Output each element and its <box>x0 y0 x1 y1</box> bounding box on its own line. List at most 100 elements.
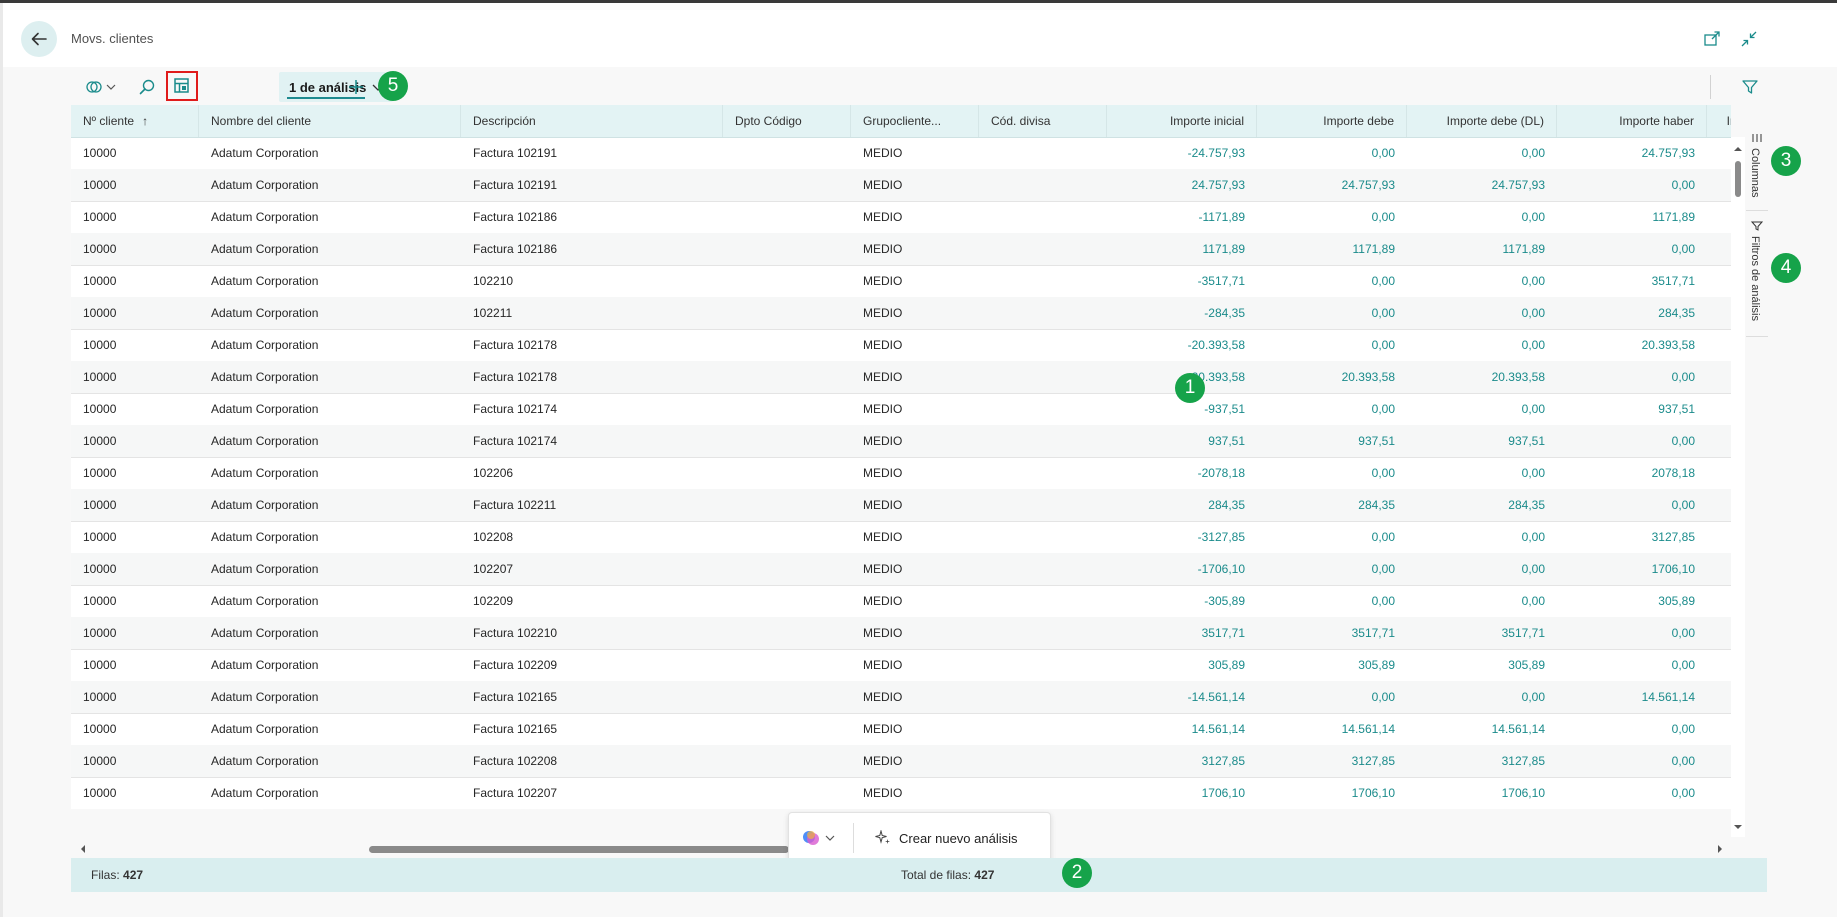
table-row[interactable]: 10000 Adatum Corporation Factura 102174 MED… <box>71 393 1731 426</box>
table-cell-debit-amount-lcy[interactable]: 0,00 <box>1521 594 1545 608</box>
table-cell-initial-amount[interactable]: -284,35 <box>1204 306 1245 320</box>
table-row[interactable]: 10000 Adatum Corporation Factura 102211 MED… <box>71 489 1731 522</box>
column-header-debit-amount-lcy[interactable]: Importe debe (DL) <box>1407 105 1557 137</box>
table-row[interactable]: 10000 Adatum Corporation Factura 102186 MED… <box>71 233 1731 266</box>
table-cell-debit-amount[interactable]: 0,00 <box>1371 466 1395 480</box>
table-cell-credit-amount[interactable]: 0,00 <box>1671 658 1695 672</box>
table-cell-credit-amount[interactable]: 284,35 <box>1658 306 1695 320</box>
table-cell-debit-amount-lcy[interactable]: 0,00 <box>1521 466 1545 480</box>
table-cell-initial-amount[interactable]: 284,35 <box>1208 498 1245 512</box>
table-row[interactable]: 10000 Adatum Corporation Factura 102178 MED… <box>71 329 1731 362</box>
table-cell-initial-amount[interactable]: -3127,85 <box>1197 530 1245 544</box>
column-header-debit-amount[interactable]: Importe debe <box>1257 105 1407 137</box>
table-cell-debit-amount-lcy[interactable]: 0,00 <box>1521 274 1545 288</box>
table-cell-initial-amount[interactable]: 1706,10 <box>1201 786 1245 800</box>
column-header-partial[interactable]: Ir <box>1707 105 1731 137</box>
table-cell-debit-amount[interactable]: 20.393,58 <box>1341 370 1395 384</box>
table-row[interactable]: 10000 Adatum Corporation Factura 102165 MED… <box>71 713 1731 746</box>
table-cell-credit-amount[interactable]: 1171,89 <box>1652 210 1696 224</box>
horizontal-scroll-thumb[interactable] <box>369 846 789 853</box>
table-cell-debit-amount-lcy[interactable]: 0,00 <box>1521 690 1545 704</box>
table-cell-credit-amount[interactable]: 3517,71 <box>1651 274 1695 288</box>
table-row[interactable]: 10000 Adatum Corporation 102211 MEDIO -284,3… <box>71 297 1731 330</box>
table-cell-debit-amount-lcy[interactable]: 284,35 <box>1508 498 1545 512</box>
table-row[interactable]: 10000 Adatum Corporation 102206 MEDIO -2078,… <box>71 457 1731 490</box>
table-row[interactable]: 10000 Adatum Corporation Factura 102174 MED… <box>71 425 1731 458</box>
table-cell-debit-amount[interactable]: 0,00 <box>1371 146 1395 160</box>
table-row[interactable]: 10000 Adatum Corporation Factura 102191 MED… <box>71 137 1731 170</box>
table-cell-credit-amount[interactable]: 0,00 <box>1671 786 1695 800</box>
table-row[interactable]: 10000 Adatum Corporation Factura 102191 MED… <box>71 169 1731 202</box>
column-header-dept-code[interactable]: Dpto Código <box>723 105 851 137</box>
table-cell-debit-amount[interactable]: 3127,85 <box>1351 754 1395 768</box>
vertical-scrollbar[interactable] <box>1731 137 1745 837</box>
table-cell-debit-amount[interactable]: 937,51 <box>1358 434 1395 448</box>
table-cell-debit-amount-lcy[interactable]: 305,89 <box>1508 658 1545 672</box>
table-cell-initial-amount[interactable]: -24.757,93 <box>1187 146 1245 160</box>
copilot-options-button[interactable] <box>801 827 841 849</box>
table-cell-debit-amount[interactable]: 0,00 <box>1371 338 1395 352</box>
table-cell-initial-amount[interactable]: 1171,89 <box>1202 242 1246 256</box>
table-cell-debit-amount[interactable]: 3517,71 <box>1351 626 1395 640</box>
table-cell-initial-amount[interactable]: 937,51 <box>1208 434 1245 448</box>
table-cell-initial-amount[interactable]: 3127,85 <box>1201 754 1245 768</box>
table-cell-credit-amount[interactable]: 0,00 <box>1671 434 1695 448</box>
create-analysis-button[interactable]: Crear nuevo análisis <box>875 825 1018 851</box>
add-analysis-button[interactable] <box>342 73 370 101</box>
table-cell-initial-amount[interactable]: -2078,18 <box>1197 466 1245 480</box>
table-cell-credit-amount[interactable]: 24.757,93 <box>1641 146 1695 160</box>
table-cell-debit-amount-lcy[interactable]: 0,00 <box>1521 402 1545 416</box>
vertical-scroll-thumb[interactable] <box>1735 161 1741 197</box>
copilot-menu-button[interactable] <box>82 73 120 101</box>
table-cell-credit-amount[interactable]: 3127,85 <box>1651 530 1695 544</box>
table-cell-initial-amount[interactable]: 305,89 <box>1208 658 1245 672</box>
table-cell-credit-amount[interactable]: 0,00 <box>1671 242 1695 256</box>
popout-button[interactable] <box>1702 29 1722 49</box>
column-header-customer-no[interactable]: Nº cliente ↑ <box>71 105 199 137</box>
table-cell-debit-amount-lcy[interactable]: 1706,10 <box>1501 786 1545 800</box>
table-cell-credit-amount[interactable]: 2078,18 <box>1651 466 1695 480</box>
table-cell-credit-amount[interactable]: 0,00 <box>1671 178 1695 192</box>
table-cell-debit-amount-lcy[interactable]: 937,51 <box>1508 434 1545 448</box>
table-cell-initial-amount[interactable]: -937,51 <box>1204 402 1245 416</box>
table-cell-debit-amount-lcy[interactable]: 0,00 <box>1521 146 1545 160</box>
table-row[interactable]: 10000 Adatum Corporation 102208 MEDIO -3127,… <box>71 521 1731 554</box>
table-cell-credit-amount[interactable]: 0,00 <box>1671 626 1695 640</box>
column-header-credit-amount[interactable]: Importe haber <box>1557 105 1707 137</box>
table-cell-debit-amount[interactable]: 0,00 <box>1371 306 1395 320</box>
filter-button[interactable] <box>1736 73 1764 101</box>
table-cell-credit-amount[interactable]: 0,00 <box>1671 754 1695 768</box>
table-cell-debit-amount-lcy[interactable]: 0,00 <box>1521 338 1545 352</box>
table-cell-initial-amount[interactable]: -1171,89 <box>1198 210 1245 224</box>
column-header-customer-group[interactable]: Grupocliente... <box>851 105 979 137</box>
table-cell-initial-amount[interactable]: -20.393,58 <box>1187 338 1245 352</box>
table-cell-initial-amount[interactable]: -3517,71 <box>1197 274 1245 288</box>
table-cell-debit-amount[interactable]: 305,89 <box>1358 658 1395 672</box>
table-cell-debit-amount-lcy[interactable]: 14.561,14 <box>1491 722 1545 736</box>
table-cell-initial-amount[interactable]: 3517,71 <box>1201 626 1245 640</box>
table-cell-initial-amount[interactable]: 14.561,14 <box>1191 722 1245 736</box>
table-row[interactable]: 10000 Adatum Corporation Factura 102178 MED… <box>71 361 1731 394</box>
table-cell-debit-amount[interactable]: 0,00 <box>1371 274 1395 288</box>
table-row[interactable]: 10000 Adatum Corporation Factura 102208 MED… <box>71 745 1731 778</box>
column-header-initial-amount[interactable]: Importe inicial <box>1107 105 1257 137</box>
table-cell-credit-amount[interactable]: 305,89 <box>1658 594 1695 608</box>
table-cell-debit-amount[interactable]: 0,00 <box>1371 594 1395 608</box>
table-cell-debit-amount[interactable]: 0,00 <box>1371 530 1395 544</box>
table-cell-debit-amount-lcy[interactable]: 0,00 <box>1521 210 1545 224</box>
table-row[interactable]: 10000 Adatum Corporation 102209 MEDIO -305,8… <box>71 585 1731 618</box>
table-cell-credit-amount[interactable]: 0,00 <box>1671 370 1695 384</box>
table-cell-debit-amount-lcy[interactable]: 0,00 <box>1521 530 1545 544</box>
table-cell-debit-amount[interactable]: 1171,89 <box>1352 242 1396 256</box>
table-cell-debit-amount[interactable]: 284,35 <box>1358 498 1395 512</box>
table-cell-debit-amount-lcy[interactable]: 1171,89 <box>1502 242 1546 256</box>
table-cell-debit-amount[interactable]: 0,00 <box>1371 402 1395 416</box>
table-cell-credit-amount[interactable]: 0,00 <box>1671 722 1695 736</box>
table-cell-credit-amount[interactable]: 20.393,58 <box>1641 338 1695 352</box>
table-cell-debit-amount-lcy[interactable]: 3127,85 <box>1501 754 1545 768</box>
table-cell-debit-amount-lcy[interactable]: 20.393,58 <box>1491 370 1545 384</box>
table-cell-initial-amount[interactable]: -305,89 <box>1204 594 1245 608</box>
table-cell-initial-amount[interactable]: -14.561,14 <box>1187 690 1245 704</box>
table-cell-debit-amount[interactable]: 14.561,14 <box>1341 722 1395 736</box>
table-cell-debit-amount[interactable]: 0,00 <box>1371 562 1395 576</box>
